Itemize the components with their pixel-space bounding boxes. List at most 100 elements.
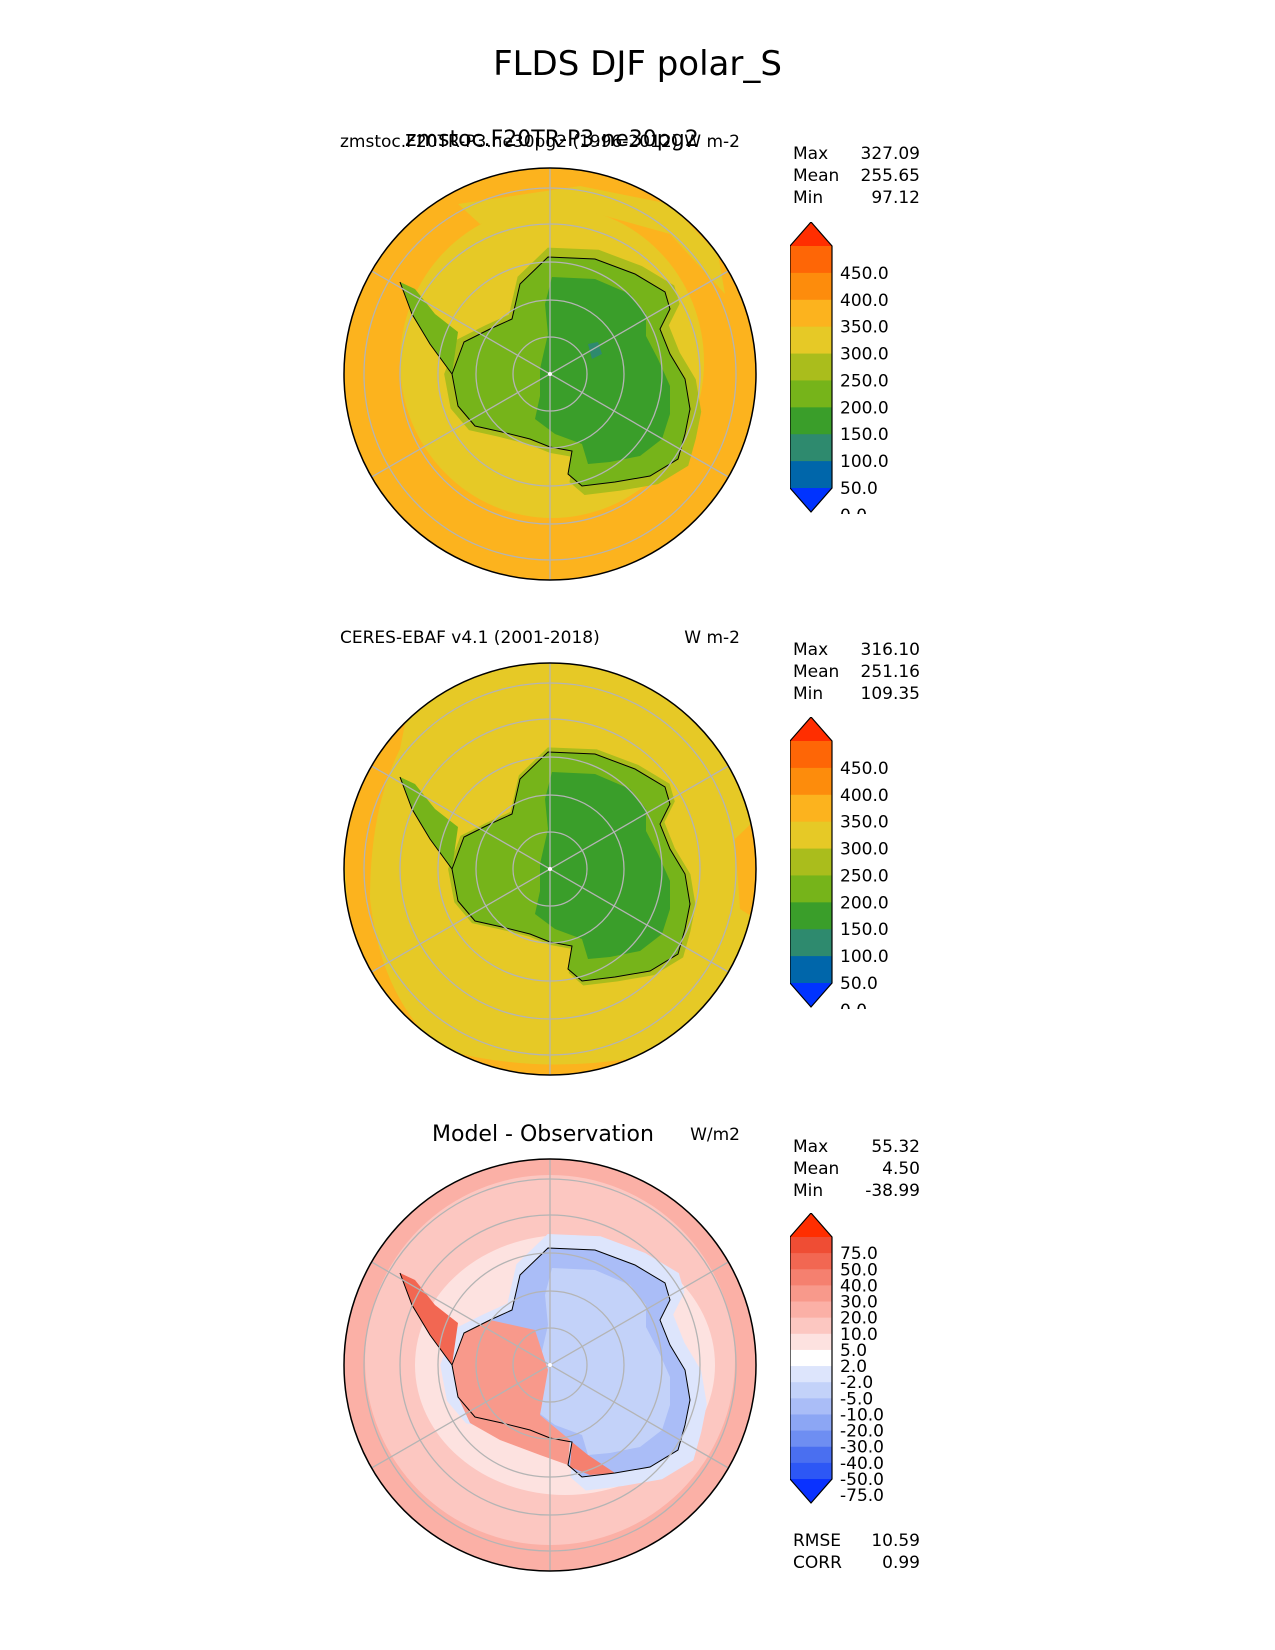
metric-label: RMSE bbox=[793, 1531, 842, 1551]
colorbar-block bbox=[790, 1414, 832, 1432]
model-polar-map bbox=[343, 167, 757, 581]
colorbar-block bbox=[790, 380, 832, 408]
metric-label: CORR bbox=[793, 1553, 842, 1573]
colorbar-tick-label: -10.0 bbox=[840, 1405, 884, 1425]
colorbar-tick-label: -50.0 bbox=[840, 1470, 884, 1490]
colorbar-block bbox=[790, 848, 832, 876]
colorbar-outline bbox=[790, 222, 833, 513]
colorbar-block bbox=[790, 246, 832, 274]
colorbar-block bbox=[790, 1301, 832, 1319]
colorbar-block bbox=[790, 1349, 832, 1367]
colorbar-block bbox=[790, 434, 832, 462]
colorbar-block bbox=[790, 1317, 832, 1335]
colorbar-tick-label: 400.0 bbox=[840, 291, 889, 311]
stat-value: -38.99 bbox=[865, 1181, 920, 1201]
colorbar-tick-label: 400.0 bbox=[840, 786, 889, 806]
stat-value: 4.50 bbox=[882, 1159, 920, 1179]
colorbar-tick-label: 150.0 bbox=[840, 920, 889, 940]
colorbar-tick-label: 10.0 bbox=[840, 1325, 878, 1345]
colorbar-block bbox=[790, 821, 832, 850]
colorbar-tick-label: 200.0 bbox=[840, 398, 889, 418]
obs-colorbar: 450.0 400.0 350.0 300.0 250.0 200.0 150.0 100.0… bbox=[790, 717, 889, 1009]
warm-edge-west bbox=[344, 699, 430, 1039]
obs-units: W m-2 bbox=[684, 628, 740, 648]
peninsula bbox=[400, 777, 458, 869]
colorbar-block bbox=[790, 1430, 832, 1448]
colorbar-tick-label: 5.0 bbox=[840, 1341, 867, 1361]
colorbar-tick-label: -5.0 bbox=[840, 1389, 873, 1409]
stat-label: Min bbox=[793, 188, 824, 208]
colorbar-tick-label: 250.0 bbox=[840, 371, 889, 391]
colorbar-tick-label: 50.0 bbox=[840, 479, 878, 499]
stat-value: 327.09 bbox=[860, 144, 920, 164]
model-stats: Max 327.09 Mean 255.65 Min 97.12 bbox=[793, 143, 920, 209]
colorbar-tick-label: 250.0 bbox=[840, 866, 889, 886]
model-units: W m-2 bbox=[684, 132, 740, 152]
stat-value: 109.35 bbox=[860, 684, 920, 704]
map-boundary bbox=[343, 662, 757, 1076]
stat-label: Mean bbox=[793, 1159, 840, 1179]
colorbar-outline bbox=[790, 717, 833, 1008]
colorbar-block bbox=[790, 1237, 832, 1254]
map-boundary bbox=[343, 1158, 757, 1572]
colorbar-block bbox=[790, 741, 832, 769]
colorbar-block bbox=[790, 299, 832, 328]
colorbar-block bbox=[790, 956, 832, 984]
colorbar-tick-label: 200.0 bbox=[840, 893, 889, 913]
warm-edge-east bbox=[735, 819, 756, 919]
colorbar-blocks: 75.050.040.030.020.010.05.02.0-2.0-5.0-1… bbox=[790, 1213, 884, 1505]
stat-label: Max bbox=[793, 1137, 829, 1157]
coastline-peninsula bbox=[399, 1272, 453, 1366]
colorbar-block bbox=[790, 767, 832, 796]
colorbar-block bbox=[790, 794, 832, 823]
stat-label: Mean bbox=[793, 166, 840, 186]
colorbar-tick-label: 75.0 bbox=[840, 1244, 878, 1264]
peninsula-tip-bias bbox=[400, 1273, 458, 1365]
obs-polar-map bbox=[343, 662, 757, 1076]
diff-title: Model - Observation bbox=[432, 1122, 654, 1147]
colorbar-tick-label: 350.0 bbox=[840, 318, 889, 338]
ocean-field-north bbox=[458, 186, 725, 294]
colorbar-blocks: 450.0 400.0 350.0 300.0 250.0 200.0 150.0 100.0… bbox=[790, 222, 889, 514]
colorbar-block bbox=[790, 1382, 832, 1399]
stat-label: Mean bbox=[793, 662, 840, 682]
map-boundary bbox=[343, 167, 757, 581]
colorbar-extend-min bbox=[790, 1479, 832, 1503]
ross-sea-bias bbox=[570, 1442, 615, 1475]
colorbar-tick-label: 150.0 bbox=[840, 425, 889, 445]
obs-title: CERES-EBAF v4.1 (2001-2018) bbox=[340, 628, 600, 648]
metric-value: 0.99 bbox=[882, 1553, 920, 1573]
colorbar-tick-label: -20.0 bbox=[840, 1422, 884, 1442]
colorbar-block bbox=[790, 1285, 832, 1303]
obs-stats: Max 316.10 Mean 251.16 Min 109.35 bbox=[793, 639, 920, 705]
stat-value: 251.16 bbox=[860, 662, 920, 682]
colorbar-block bbox=[790, 929, 832, 957]
colorbar-tick-label: 350.0 bbox=[840, 813, 889, 833]
colorbar-block bbox=[790, 1366, 832, 1383]
colorbar-tick-label: 2.0 bbox=[840, 1357, 867, 1377]
diff-polar-map bbox=[343, 1158, 757, 1572]
colorbar-block bbox=[790, 875, 832, 903]
colorbar-tick-label: 30.0 bbox=[840, 1293, 878, 1313]
peninsula-warm-bias bbox=[452, 1320, 570, 1465]
colorbar-block bbox=[790, 461, 832, 489]
stat-value: 255.65 bbox=[860, 166, 920, 186]
colorbar-extend-min bbox=[790, 488, 832, 512]
colorbar-tick-label: 0.0 bbox=[840, 506, 867, 514]
colorbar-outline bbox=[790, 1213, 833, 1504]
colorbar-tick-label: 50.0 bbox=[840, 1260, 878, 1280]
colorbar-tick-label: 450.0 bbox=[840, 759, 889, 779]
colorbar-tick-label: 100.0 bbox=[840, 947, 889, 967]
diff-colorbar: 75.050.040.030.020.010.05.02.0-2.0-5.0-1… bbox=[790, 1213, 884, 1505]
metric-value: 10.59 bbox=[871, 1531, 920, 1551]
stat-label: Max bbox=[793, 640, 829, 660]
colorbar-extend-min bbox=[790, 983, 832, 1007]
colorbar-block bbox=[790, 1462, 832, 1480]
colorbar-tick-label: 50.0 bbox=[840, 974, 878, 994]
model-title-overlay: zmstoc.F20TR-P3.ne30pg2 bbox=[405, 127, 699, 152]
colorbar-block bbox=[790, 902, 832, 930]
coastline-peninsula bbox=[399, 281, 453, 375]
coastline-peninsula bbox=[399, 776, 453, 870]
colorbar-block bbox=[790, 1333, 832, 1351]
colorbar-extend-max bbox=[790, 1213, 832, 1237]
